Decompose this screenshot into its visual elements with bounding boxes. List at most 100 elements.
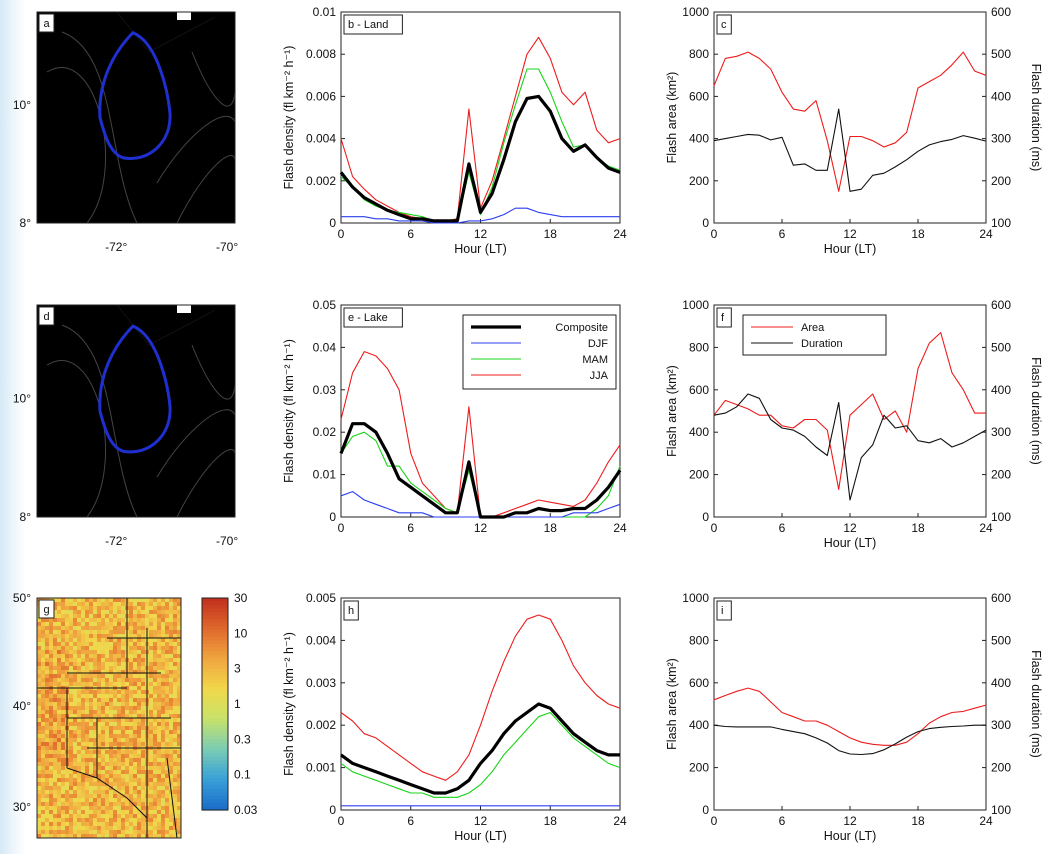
map-cell [141, 810, 146, 815]
map-cell [154, 386, 164, 396]
map-cell [121, 626, 126, 631]
map-cell [37, 210, 47, 220]
map-cell [169, 614, 174, 619]
map-cell [109, 120, 119, 130]
map-cell [161, 734, 166, 739]
map-cell [141, 766, 146, 771]
map-cell [181, 111, 191, 121]
map-cell [37, 93, 47, 103]
colorbar-step [202, 735, 228, 740]
map-cell [173, 730, 178, 735]
map-cell [109, 156, 119, 166]
map-cell [113, 694, 118, 699]
map-cell [161, 750, 166, 755]
map-cell [165, 662, 170, 667]
map-cell [81, 826, 86, 831]
map-cell [173, 710, 178, 715]
map-cell [37, 674, 42, 679]
map-cell [45, 782, 50, 787]
map-cell [97, 626, 102, 631]
map-cell [145, 111, 155, 121]
map-cell [154, 192, 164, 202]
map-cell [121, 822, 126, 827]
map-cell [149, 826, 154, 831]
map-cell [101, 702, 106, 707]
map-cell [226, 476, 235, 486]
map-cell [118, 75, 128, 85]
map-cell [145, 618, 150, 623]
map-cell [53, 662, 58, 667]
map-cell [65, 626, 70, 631]
map-cell [55, 21, 65, 31]
map-cell [163, 305, 173, 315]
map-cell [136, 404, 146, 414]
map-cell [53, 746, 58, 751]
map-cell [85, 742, 90, 747]
x-axis-label: Hour (LT) [454, 829, 507, 843]
map-cell [64, 467, 74, 477]
map-cell [37, 638, 42, 643]
map-cell [46, 494, 56, 504]
map-cell [49, 822, 54, 827]
map-cell [46, 156, 56, 166]
map-cell [77, 766, 82, 771]
map-cell [177, 654, 181, 659]
map-cell [85, 822, 90, 827]
map-cell [61, 814, 66, 819]
map-cell [109, 183, 119, 193]
map-cell [163, 503, 173, 513]
map-cell [77, 598, 82, 603]
y-tick-label: 800 [689, 633, 709, 647]
map-cell [149, 598, 154, 603]
map-cell [93, 642, 98, 647]
map-cell [105, 774, 110, 779]
map-cell [85, 722, 90, 727]
map-cell [177, 794, 181, 799]
map-cell [91, 332, 101, 342]
map-cell [109, 21, 119, 31]
map-cell [136, 102, 146, 112]
map-cell [53, 722, 58, 727]
map-cell [49, 638, 54, 643]
map-cell [117, 606, 122, 611]
map-cell [154, 102, 164, 112]
map-cell [77, 810, 82, 815]
map-cell [169, 722, 174, 727]
colorbar-step [202, 799, 228, 804]
map-cell [129, 734, 134, 739]
map-cell [154, 368, 164, 378]
map-cell [82, 404, 92, 414]
map-cell [82, 440, 92, 450]
map-cell [37, 658, 42, 663]
map-cell [89, 826, 94, 831]
map-cell [141, 674, 146, 679]
map-cell [172, 30, 182, 40]
map-cell [129, 758, 134, 763]
map-cell [118, 449, 128, 459]
map-cell [165, 658, 170, 663]
map-cell [125, 834, 130, 838]
map-cell [55, 386, 65, 396]
x-tick-label: 0 [711, 814, 718, 828]
map-cell [154, 440, 164, 450]
map-cell [161, 826, 166, 831]
colorbar-step [202, 795, 228, 800]
map-cell [118, 21, 128, 31]
map-cell [133, 646, 138, 651]
map-cell [37, 818, 42, 823]
colorbar-step [202, 757, 228, 762]
map-cell [141, 738, 146, 743]
map-cell [93, 818, 98, 823]
map-cell [129, 730, 134, 735]
map-cell [73, 730, 78, 735]
map-cell [101, 730, 106, 735]
map-cell [137, 734, 142, 739]
map-cell [137, 678, 142, 683]
map-cell [105, 622, 110, 627]
map-cell [61, 642, 66, 647]
map-cell [117, 778, 122, 783]
map-cell [82, 350, 92, 360]
map-cell [85, 674, 90, 679]
map-cell [93, 754, 98, 759]
map-cell [153, 678, 158, 683]
